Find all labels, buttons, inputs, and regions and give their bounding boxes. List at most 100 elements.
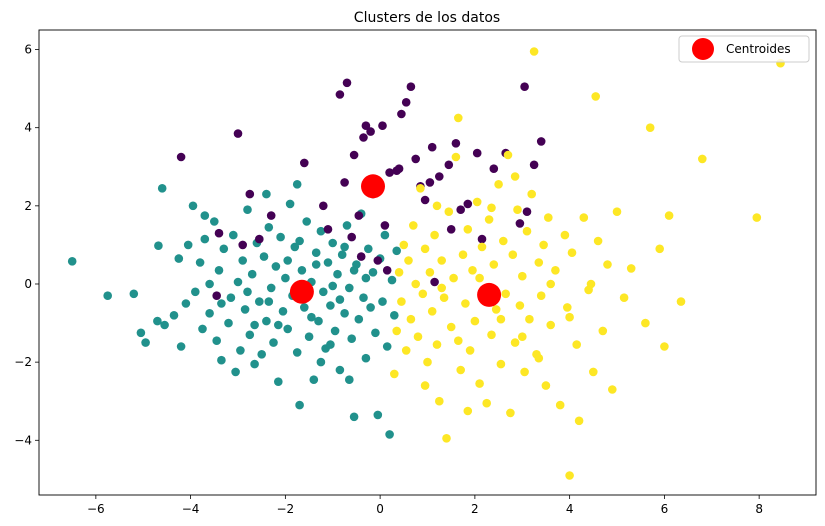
data-point [574,416,584,426]
legend-centroid-marker [692,38,714,60]
data-point [323,258,333,267]
data-point [522,207,532,216]
data-point [446,225,456,234]
data-point [345,375,354,385]
data-point [444,160,454,170]
data-point [520,367,529,377]
data-point [392,246,402,256]
centroids-layer [289,174,502,307]
data-point [698,154,707,164]
data-point [364,244,373,254]
data-point [491,305,501,314]
data-point [217,355,226,365]
data-point [271,262,281,271]
data-point [425,268,435,277]
data-point [513,205,522,214]
data-point [347,334,357,344]
data-point [555,400,565,410]
data-point [214,266,224,275]
data-point [586,279,596,289]
data-point [217,299,226,308]
data-point [254,297,264,306]
data-point [503,150,513,160]
data-point [169,311,179,320]
data-point [176,152,186,162]
data-point [292,348,302,357]
data-point [259,252,269,261]
data-point [316,357,326,367]
data-point [295,400,304,410]
data-point [397,297,406,306]
data-point [401,98,411,107]
data-point [198,324,207,334]
data-point [335,90,345,99]
data-point [340,242,349,252]
data-point [515,301,525,310]
data-point [200,211,210,220]
data-point [536,137,546,146]
data-point [340,309,349,318]
data-point [231,367,240,377]
data-point [518,332,527,342]
data-point [250,320,259,330]
data-point [560,230,570,240]
data-point [430,277,439,287]
data-point [534,258,544,267]
data-point [191,287,200,297]
data-point [477,234,487,244]
data-point [302,217,312,226]
data-point [311,260,321,269]
data-point [420,195,430,205]
data-point [541,381,551,390]
data-point [563,303,572,312]
data-point [347,232,357,242]
data-point [432,340,442,349]
data-point [411,279,421,289]
data-point [565,471,574,480]
data-point [176,342,186,351]
data-point [534,353,544,363]
x-tick-label: 6 [661,502,669,516]
data-point [536,291,546,301]
data-point [508,250,518,259]
data-point [212,336,221,346]
data-point [278,307,288,316]
data-point [496,314,506,324]
data-point [510,338,520,347]
data-point [489,260,499,269]
data-point [449,273,458,283]
data-point [539,240,548,250]
data-point [461,299,470,308]
data-point [518,271,527,281]
data-point [224,318,233,328]
data-point [309,375,319,385]
x-tick-label: 0 [376,502,384,516]
data-point [136,328,146,338]
data-point [565,312,574,322]
data-point [603,260,612,269]
data-point [359,293,368,303]
data-point [572,340,581,349]
data-point [245,189,255,199]
data-point [238,240,247,250]
centroid-point [477,282,502,307]
data-point [323,225,333,234]
x-tick-label: 2 [471,502,479,516]
data-point [243,287,252,297]
data-point [626,264,636,273]
data-point [437,283,447,293]
data-point [240,305,250,314]
data-point [477,242,487,252]
data-point [219,244,229,254]
chart-title: Clusters de los datos [354,10,500,26]
data-point [435,396,444,406]
data-point [397,109,406,119]
data-point [373,256,383,265]
data-point [295,236,304,246]
data-point [326,301,335,310]
data-point [238,256,247,265]
data-point [645,123,655,132]
data-point [361,121,371,130]
data-point [454,113,463,123]
data-point [468,266,477,275]
